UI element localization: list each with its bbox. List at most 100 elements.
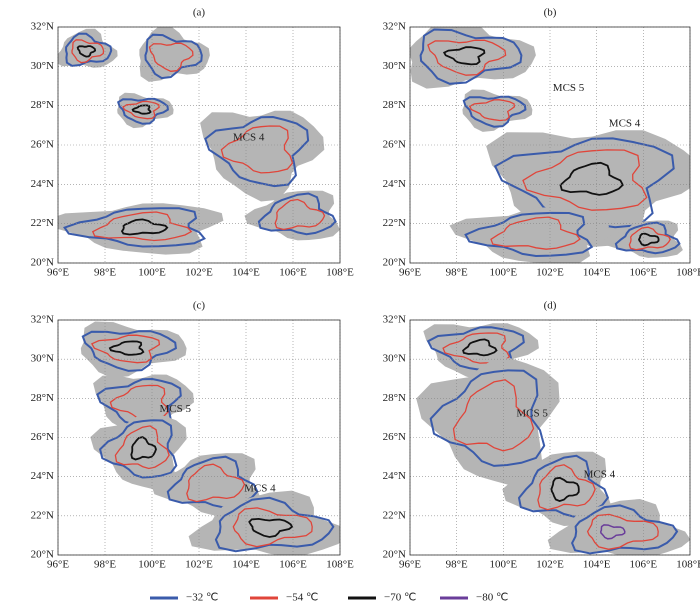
contour-54 (122, 100, 160, 120)
y-tick-label: 24°N (31, 470, 54, 482)
cloud-gray (200, 110, 325, 202)
y-tick-label: 24°N (31, 178, 54, 190)
x-tick-label: 100°E (490, 267, 518, 279)
contour-32 (419, 28, 523, 85)
cloud-gray (502, 451, 613, 526)
x-tick-label: 96°E (399, 559, 421, 571)
annotation: MCS 4 (244, 483, 276, 495)
contour-54 (586, 513, 659, 550)
contour-32 (429, 369, 546, 467)
annotation: MCS 4 (584, 469, 616, 481)
y-tick-label: 20°N (31, 257, 54, 269)
y-tick-label: 20°N (383, 257, 406, 269)
contour-70 (248, 517, 294, 538)
y-tick-label: 20°N (31, 549, 54, 561)
x-tick-label: 106°E (279, 267, 307, 279)
x-tick-label: 98°E (94, 267, 116, 279)
y-tick-label: 28°N (383, 392, 406, 404)
cloud-gray (423, 323, 539, 382)
cloud-gray (93, 374, 194, 440)
contour-32 (144, 33, 203, 80)
y-tick-label: 28°N (31, 99, 54, 111)
contour-54 (537, 464, 596, 511)
contour-70 (108, 340, 145, 356)
y-tick-label: 26°N (383, 139, 406, 151)
contour-54 (114, 425, 170, 470)
contour-54 (468, 99, 516, 122)
contour-54 (274, 198, 326, 231)
contour-54 (91, 211, 193, 242)
legend-label: −54 ℃ (286, 592, 318, 604)
x-tick-label: 96°E (47, 267, 69, 279)
x-tick-label: 106°E (630, 559, 658, 571)
cloud-gray (449, 207, 609, 263)
panel-label: (c) (193, 300, 206, 312)
x-tick-label: 98°E (446, 559, 468, 571)
x-tick-label: 108°E (676, 559, 700, 571)
map-area (416, 323, 690, 555)
contour-32 (63, 207, 206, 248)
map-area (410, 27, 690, 263)
x-tick-label: 96°E (399, 267, 421, 279)
x-tick-label: 108°E (676, 267, 700, 279)
y-tick-label: 22°N (383, 509, 406, 521)
x-tick-label: 108°E (326, 559, 354, 571)
contour-54 (90, 334, 161, 364)
y-tick-label: 22°N (383, 217, 406, 229)
y-tick-label: 22°N (31, 509, 54, 521)
contour-54 (490, 216, 581, 250)
map-area (80, 321, 340, 555)
legend-label: −80 ℃ (476, 592, 508, 604)
contour-80 (600, 524, 626, 540)
y-tick-label: 30°N (383, 60, 406, 72)
contour-54 (628, 226, 671, 251)
y-tick-label: 32°N (31, 21, 54, 33)
y-tick-label: 28°N (31, 392, 54, 404)
map-area (58, 27, 340, 255)
y-tick-label: 22°N (31, 217, 54, 229)
cloud-gray (416, 358, 560, 486)
x-tick-label: 100°E (490, 559, 518, 571)
panel-frame (57, 319, 341, 556)
x-tick-label: 104°E (583, 559, 611, 571)
x-tick-label: 102°E (536, 267, 564, 279)
y-tick-label: 24°N (383, 178, 406, 190)
contour-70 (442, 46, 486, 66)
contour-70 (120, 218, 169, 236)
annotation: MCS 4 (609, 117, 641, 129)
x-tick-label: 96°E (47, 559, 69, 571)
cloud-gray (151, 453, 263, 516)
cloud-gray (90, 413, 187, 490)
y-tick-label: 28°N (383, 99, 406, 111)
x-tick-label: 106°E (630, 267, 658, 279)
x-tick-label: 98°E (94, 559, 116, 571)
cloud-gray (139, 27, 210, 82)
contour-54 (232, 507, 313, 548)
annotation: MCS 5 (516, 408, 548, 420)
y-tick-label: 26°N (31, 139, 54, 151)
annotation: MCS 4 (233, 131, 265, 143)
contour-54 (148, 42, 194, 72)
legend-label: −32 ℃ (186, 592, 218, 604)
y-tick-label: 30°N (383, 353, 406, 365)
contour-54 (427, 39, 507, 76)
contour-70 (550, 476, 580, 503)
x-tick-label: 104°E (583, 267, 611, 279)
cloud-gray (244, 190, 340, 241)
contour-32 (257, 192, 337, 236)
x-tick-label: 108°E (326, 267, 354, 279)
panel-frame (409, 319, 691, 556)
x-tick-label: 102°E (185, 559, 213, 571)
annotation: MCS 5 (553, 82, 585, 94)
contour-70 (130, 436, 157, 461)
contour-32 (65, 32, 113, 67)
y-tick-label: 26°N (31, 431, 54, 443)
x-tick-label: 98°E (446, 267, 468, 279)
panel-label: (d) (544, 300, 557, 312)
y-tick-label: 30°N (31, 353, 54, 365)
contour-54 (186, 463, 246, 503)
contour-70 (76, 45, 97, 58)
contour-32 (116, 97, 169, 125)
panel-frame (57, 26, 341, 264)
legend-label: −70 ℃ (384, 592, 416, 604)
